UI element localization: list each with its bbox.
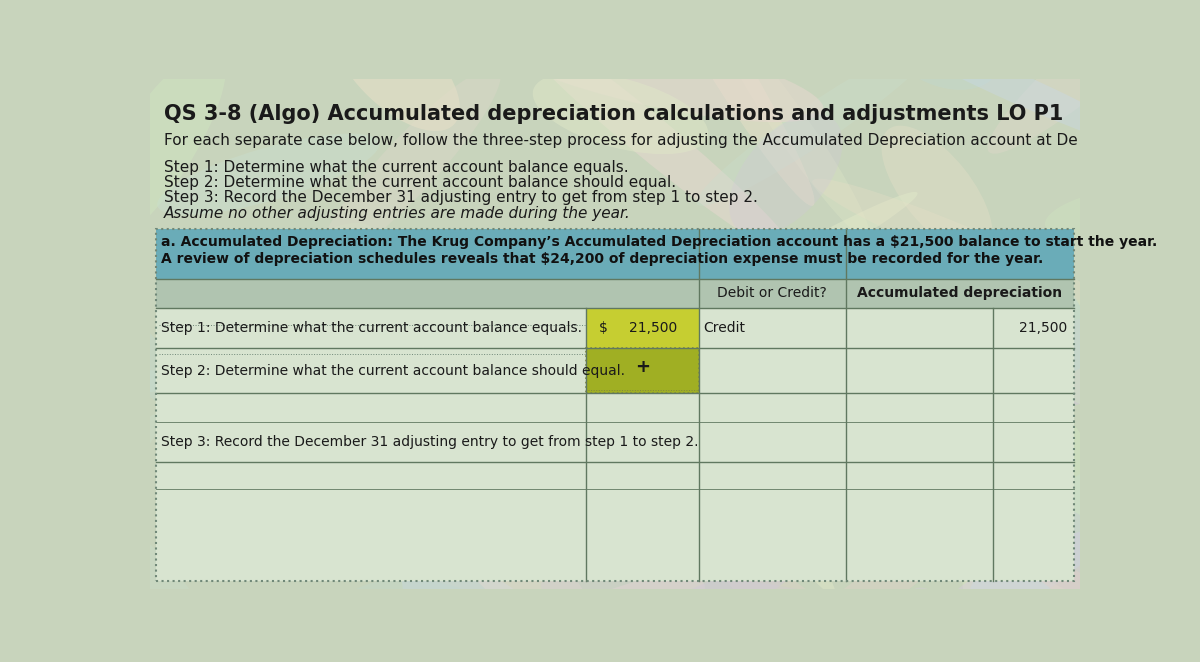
- Text: 21,500: 21,500: [629, 321, 677, 335]
- Ellipse shape: [967, 453, 1151, 618]
- Ellipse shape: [1057, 0, 1200, 128]
- Ellipse shape: [503, 15, 798, 259]
- Ellipse shape: [614, 410, 739, 487]
- Ellipse shape: [157, 134, 379, 215]
- Ellipse shape: [125, 532, 222, 659]
- Ellipse shape: [908, 588, 990, 662]
- Ellipse shape: [251, 223, 380, 346]
- Ellipse shape: [962, 567, 1200, 662]
- Ellipse shape: [586, 416, 869, 534]
- Ellipse shape: [937, 521, 1181, 634]
- Ellipse shape: [31, 152, 133, 285]
- Ellipse shape: [340, 579, 520, 662]
- Bar: [587, 348, 698, 393]
- Ellipse shape: [85, 48, 226, 249]
- Text: Step 3: Record the December 31 adjusting entry to get from step 1 to step 2.: Step 3: Record the December 31 adjusting…: [161, 435, 698, 449]
- Ellipse shape: [506, 465, 823, 491]
- Text: Step 3: Record the December 31 adjusting entry to get from step 1 to step 2.: Step 3: Record the December 31 adjusting…: [164, 190, 758, 205]
- Text: For each separate case below, follow the three-step process for adjusting the Ac: For each separate case below, follow the…: [164, 133, 1078, 148]
- Ellipse shape: [528, 575, 704, 662]
- Bar: [156, 348, 1074, 393]
- Ellipse shape: [881, 0, 1001, 90]
- Bar: [156, 229, 1074, 279]
- Ellipse shape: [992, 262, 1091, 374]
- Ellipse shape: [919, 307, 1200, 416]
- Ellipse shape: [541, 571, 898, 639]
- Ellipse shape: [716, 550, 888, 662]
- Ellipse shape: [344, 440, 505, 494]
- Ellipse shape: [402, 557, 570, 662]
- Ellipse shape: [667, 379, 905, 462]
- Ellipse shape: [452, 629, 593, 662]
- Text: Debit or Credit?: Debit or Credit?: [718, 287, 827, 301]
- Ellipse shape: [526, 360, 780, 551]
- Ellipse shape: [190, 300, 400, 381]
- Text: Step 2: Determine what the current account balance should equal.: Step 2: Determine what the current accou…: [161, 363, 625, 377]
- Ellipse shape: [318, 68, 500, 264]
- Ellipse shape: [848, 228, 1025, 410]
- Ellipse shape: [332, 7, 460, 131]
- Ellipse shape: [353, 297, 598, 555]
- Ellipse shape: [290, 248, 524, 469]
- Bar: [587, 308, 698, 348]
- Ellipse shape: [607, 289, 836, 596]
- Ellipse shape: [485, 549, 811, 662]
- Text: Credit: Credit: [703, 321, 745, 335]
- Bar: [156, 393, 1074, 422]
- Ellipse shape: [355, 393, 611, 662]
- Text: Accumulated depreciation: Accumulated depreciation: [857, 287, 1062, 301]
- Ellipse shape: [996, 534, 1200, 662]
- Ellipse shape: [239, 292, 331, 408]
- Bar: [156, 489, 1074, 581]
- Ellipse shape: [0, 370, 200, 404]
- Bar: [587, 348, 698, 393]
- Text: Step 1: Determine what the current account balance equals.: Step 1: Determine what the current accou…: [161, 321, 582, 335]
- Text: A review of depreciation schedules reveals that $24,200 of depreciation expense : A review of depreciation schedules revea…: [161, 252, 1043, 266]
- Ellipse shape: [718, 21, 870, 240]
- Bar: [156, 422, 1074, 462]
- Ellipse shape: [876, 242, 1064, 319]
- Text: 21,500: 21,500: [1019, 321, 1068, 335]
- Ellipse shape: [874, 23, 1157, 152]
- Bar: [156, 308, 1074, 348]
- Ellipse shape: [732, 491, 1007, 662]
- Ellipse shape: [0, 211, 209, 424]
- Ellipse shape: [533, 73, 708, 154]
- Ellipse shape: [812, 179, 1110, 308]
- Ellipse shape: [900, 11, 1043, 71]
- Bar: [156, 279, 1074, 308]
- Ellipse shape: [612, 0, 815, 206]
- Text: $: $: [599, 321, 607, 335]
- Ellipse shape: [260, 291, 390, 442]
- Text: QS 3-8 (Algo) Accumulated depreciation calculations and adjustments LO P1: QS 3-8 (Algo) Accumulated depreciation c…: [164, 104, 1063, 124]
- Ellipse shape: [638, 192, 918, 350]
- Text: Step 2: Determine what the current account balance should equal.: Step 2: Determine what the current accou…: [164, 175, 676, 190]
- Text: +: +: [635, 358, 650, 377]
- Bar: [156, 462, 1074, 489]
- Text: Assume no other adjusting entries are made during the year.: Assume no other adjusting entries are ma…: [164, 206, 631, 220]
- Ellipse shape: [696, 42, 935, 206]
- Ellipse shape: [35, 413, 162, 559]
- Ellipse shape: [988, 0, 1200, 154]
- Ellipse shape: [1039, 300, 1141, 409]
- Ellipse shape: [491, 26, 823, 122]
- Ellipse shape: [868, 252, 1115, 522]
- Ellipse shape: [772, 433, 1042, 483]
- Ellipse shape: [730, 113, 842, 236]
- Text: Step 1: Determine what the current account balance equals.: Step 1: Determine what the current accou…: [164, 160, 629, 175]
- Ellipse shape: [1045, 188, 1174, 238]
- Bar: [156, 229, 1074, 581]
- Ellipse shape: [842, 291, 1066, 473]
- Ellipse shape: [882, 126, 992, 255]
- Text: a. Accumulated Depreciation: The Krug Company’s Accumulated Depreciation account: a. Accumulated Depreciation: The Krug Co…: [161, 235, 1157, 249]
